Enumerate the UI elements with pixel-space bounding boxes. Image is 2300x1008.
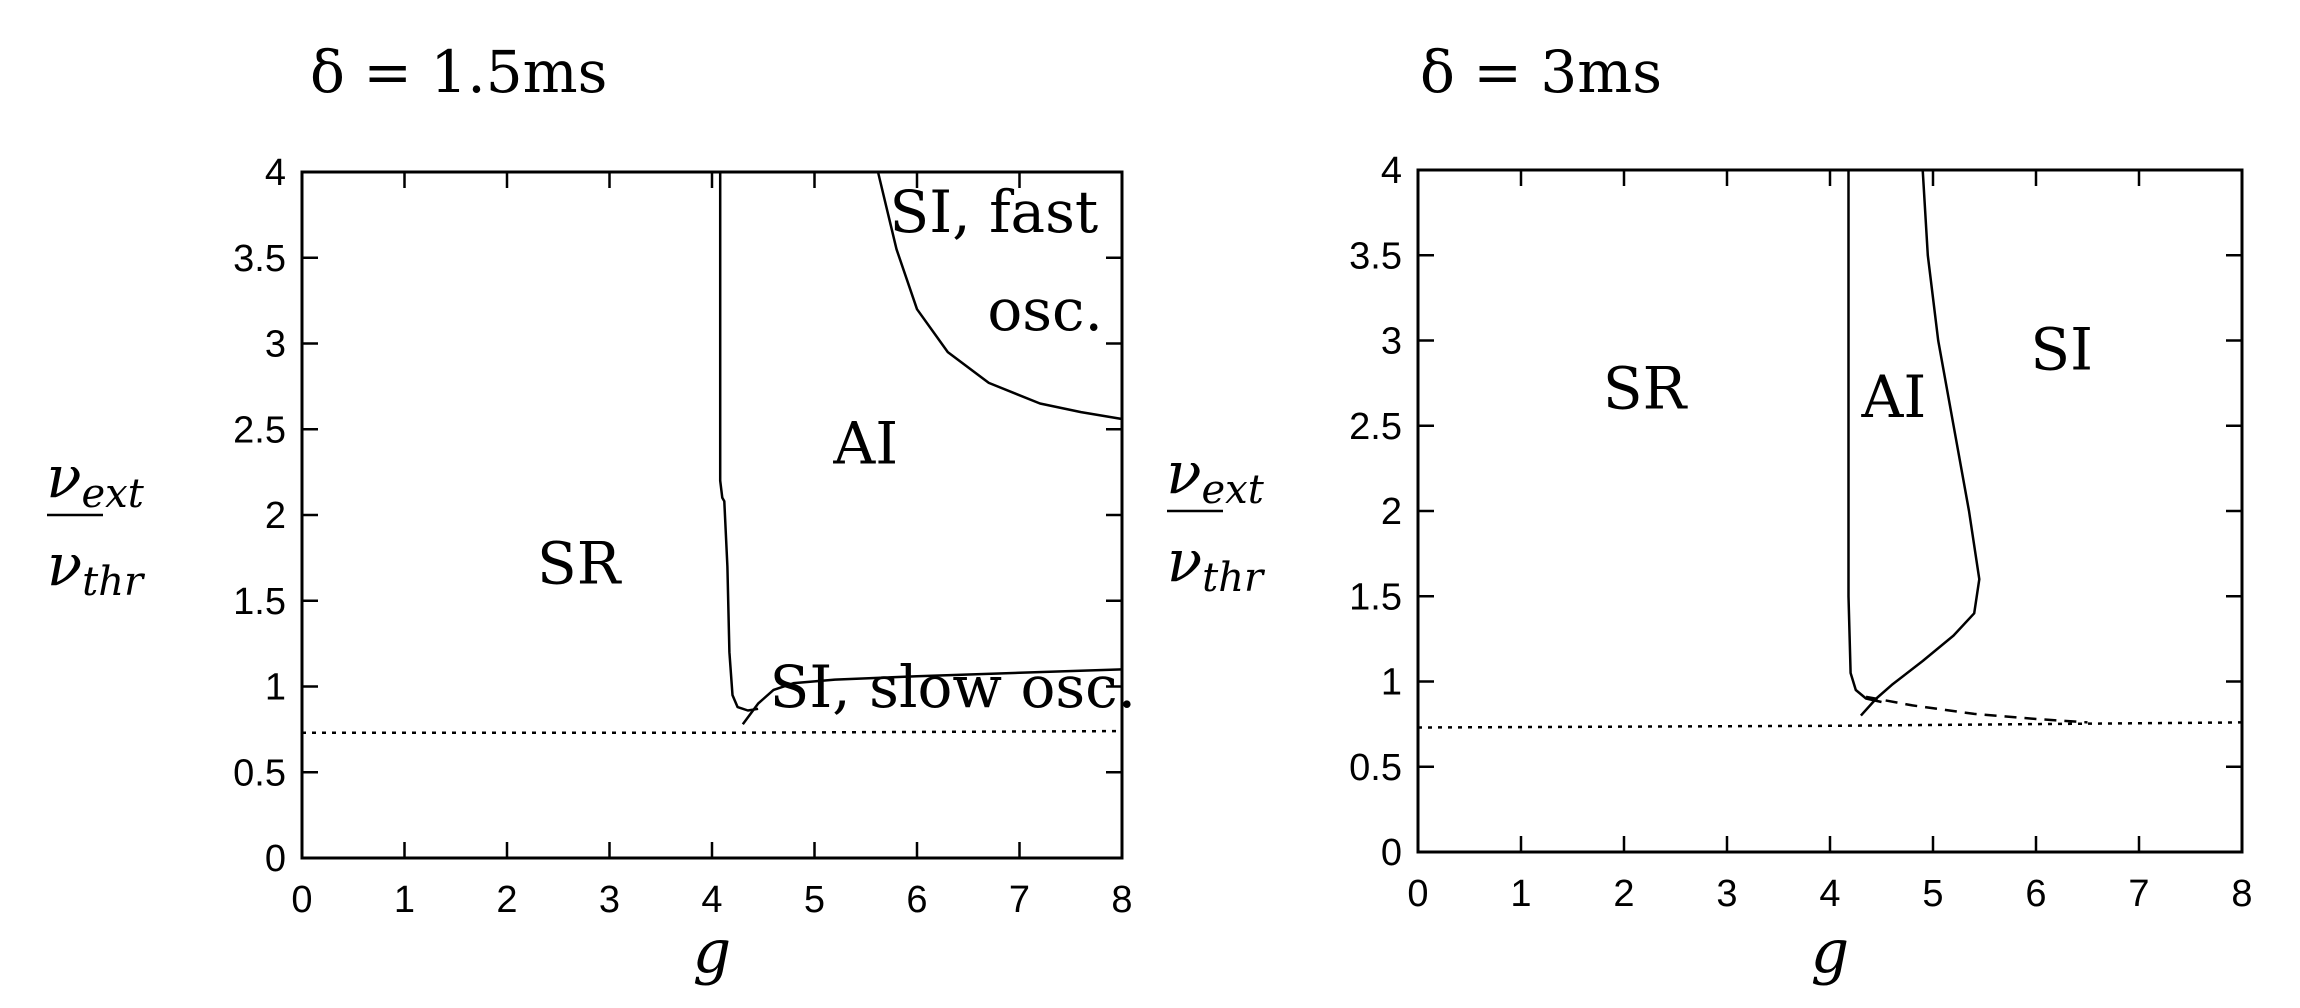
boundary-curve-solid: [876, 171, 1123, 421]
y-tick-label: 4: [265, 152, 286, 194]
x-tick-label: 7: [2128, 873, 2149, 915]
y-tick-label: 0: [1381, 832, 1402, 874]
boundary-curve-solid: [1859, 169, 1981, 717]
y-tick-label: 2.5: [1349, 406, 1402, 448]
y-tick-label: 0: [265, 838, 286, 880]
x-tick-label: 3: [1716, 873, 1737, 915]
y-axis-label-denominator: νthr: [47, 531, 146, 605]
x-tick-label: 1: [1510, 873, 1531, 915]
x-tick-label: 8: [2231, 873, 2252, 915]
x-tick-label: 5: [804, 879, 825, 921]
y-axis-label-denominator: νthr: [1167, 527, 1266, 601]
y-tick-label: 0.5: [233, 752, 286, 794]
x-tick-label: 6: [2025, 873, 2046, 915]
chart-title: δ = 1.5ms: [310, 38, 607, 106]
x-tick-label: 0: [1407, 873, 1428, 915]
boundary-curve-dotted: [302, 729, 1123, 735]
y-axis-label-numerator: νext: [46, 443, 144, 517]
region-label: AI: [1860, 363, 1926, 431]
y-tick-label: 1: [265, 667, 286, 709]
y-tick-label: 1.5: [233, 581, 286, 623]
chart-title: δ = 3ms: [1420, 38, 1662, 106]
y-tick-label: 2: [1381, 491, 1402, 533]
x-axis-label: g: [1811, 917, 1849, 987]
x-tick-label: 3: [599, 879, 620, 921]
x-tick-label: 2: [496, 879, 517, 921]
y-tick-label: 4: [1381, 150, 1402, 192]
x-tick-label: 0: [291, 879, 312, 921]
boundary-curve-solid: [718, 172, 759, 712]
y-tick-label: 2: [265, 495, 286, 537]
y-tick-label: 0.5: [1349, 747, 1402, 789]
boundary-curve-dotted: [1417, 721, 2243, 729]
region-label: SR: [537, 530, 623, 598]
region-label: osc.: [987, 276, 1103, 344]
boundary-curve-solid: [741, 668, 1123, 725]
region-label: SR: [1603, 355, 1689, 423]
x-tick-label: 4: [1819, 873, 1840, 915]
region-label: SI, fast: [890, 178, 1099, 246]
boundary-curve-solid: [1847, 170, 1882, 704]
region-label: AI: [832, 410, 898, 478]
x-tick-label: 6: [906, 879, 927, 921]
y-tick-label: 3.5: [1349, 235, 1402, 277]
x-tick-label: 5: [1922, 873, 1943, 915]
y-axis-label-numerator: νext: [1166, 439, 1264, 513]
x-tick-label: 8: [1111, 879, 1132, 921]
region-label: SI: [2030, 315, 2093, 383]
y-tick-label: 3: [265, 324, 286, 366]
x-tick-label: 1: [394, 879, 415, 921]
x-axis-label: g: [693, 917, 731, 987]
region-label: SI, slow osc.: [770, 653, 1136, 721]
x-tick-label: 2: [1613, 873, 1634, 915]
plot-frame: [1416, 168, 2244, 854]
y-tick-label: 1: [1381, 662, 1402, 704]
y-tick-label: 3.5: [233, 238, 286, 280]
x-tick-label: 4: [701, 879, 722, 921]
x-tick-label: 7: [1009, 879, 1030, 921]
y-tick-label: 3: [1381, 321, 1402, 363]
y-tick-label: 1.5: [1349, 576, 1402, 618]
boundary-curve-dashed: [1865, 695, 2088, 724]
y-tick-label: 2.5: [233, 409, 286, 451]
